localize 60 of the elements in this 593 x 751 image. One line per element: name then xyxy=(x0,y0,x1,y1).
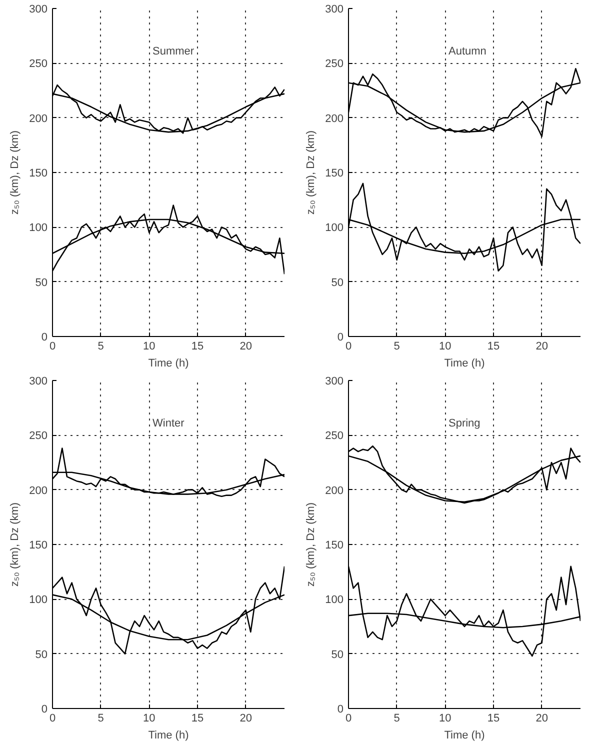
x-tick-label: 0 xyxy=(345,340,352,352)
y-tick-label: 0 xyxy=(41,332,48,344)
y-axis-title: z₅₀ (km), Dz (km) xyxy=(9,130,22,215)
x-tick-label: 15 xyxy=(191,340,204,352)
y-axis-title: z₅₀ (km), Dz (km) xyxy=(9,502,22,587)
y-tick-label: 300 xyxy=(29,4,48,16)
text: Spring xyxy=(448,418,480,430)
x-tick-label: 20 xyxy=(240,340,252,352)
x-axis-title: Time (h) xyxy=(148,358,189,370)
y-tick-label: 100 xyxy=(325,594,344,606)
x-tick-label: 10 xyxy=(439,712,452,724)
y-tick-label: 150 xyxy=(325,168,344,180)
x-tick-label: 20 xyxy=(536,340,548,352)
text: Winter xyxy=(152,418,185,430)
y-tick-label: 50 xyxy=(35,276,48,289)
y-tick-label: 50 xyxy=(35,648,48,661)
x-tick-label: 5 xyxy=(98,340,104,352)
y-tick-label: 150 xyxy=(29,540,48,552)
x-axis-title: Time (h) xyxy=(444,730,485,742)
y-tick-label: 250 xyxy=(325,430,344,442)
y-tick-label: 100 xyxy=(29,222,48,234)
y-tick-label: 250 xyxy=(325,58,344,70)
x-tick-label: 0 xyxy=(49,340,56,352)
y-tick-label: 150 xyxy=(29,168,48,180)
y-tick-label: 300 xyxy=(325,376,344,388)
text: Summer xyxy=(152,46,194,58)
y-tick-label: 0 xyxy=(41,704,48,716)
y-axis-title: z₅₀ (km), Dz (km) xyxy=(305,130,318,215)
x-tick-label: 0 xyxy=(345,712,352,724)
x-tick-label: 5 xyxy=(98,712,104,724)
y-tick-label: 100 xyxy=(325,222,344,234)
y-tick-label: 50 xyxy=(331,648,344,661)
x-axis-title: Time (h) xyxy=(148,730,189,742)
y-tick-label: 50 xyxy=(331,276,344,289)
x-tick-label: 0 xyxy=(49,712,56,724)
x-tick-label: 10 xyxy=(439,340,452,352)
y-tick-label: 300 xyxy=(29,376,48,388)
x-tick-label: 15 xyxy=(191,712,204,724)
y-tick-label: 250 xyxy=(29,430,48,442)
x-tick-label: 5 xyxy=(394,712,400,724)
y-tick-label: 0 xyxy=(337,704,344,716)
text: Autumn xyxy=(448,46,486,58)
x-axis-title: Time (h) xyxy=(444,358,485,370)
y-tick-label: 200 xyxy=(29,112,48,125)
y-tick-label: 100 xyxy=(29,594,48,606)
x-tick-label: 15 xyxy=(487,712,500,724)
y-tick-label: 250 xyxy=(29,58,48,70)
x-tick-label: 15 xyxy=(487,340,500,352)
y-tick-label: 200 xyxy=(325,484,344,497)
y-tick-label: 150 xyxy=(325,540,344,552)
x-tick-label: 20 xyxy=(240,712,252,724)
y-tick-label: 200 xyxy=(29,484,48,497)
x-tick-label: 20 xyxy=(536,712,548,724)
x-tick-label: 5 xyxy=(394,340,400,352)
y-axis-title: z₅₀ (km), Dz (km) xyxy=(305,502,318,587)
y-tick-label: 0 xyxy=(337,332,344,344)
x-tick-label: 10 xyxy=(143,340,156,352)
y-tick-label: 300 xyxy=(325,4,344,16)
y-tick-label: 200 xyxy=(325,112,344,125)
x-tick-label: 10 xyxy=(143,712,156,724)
